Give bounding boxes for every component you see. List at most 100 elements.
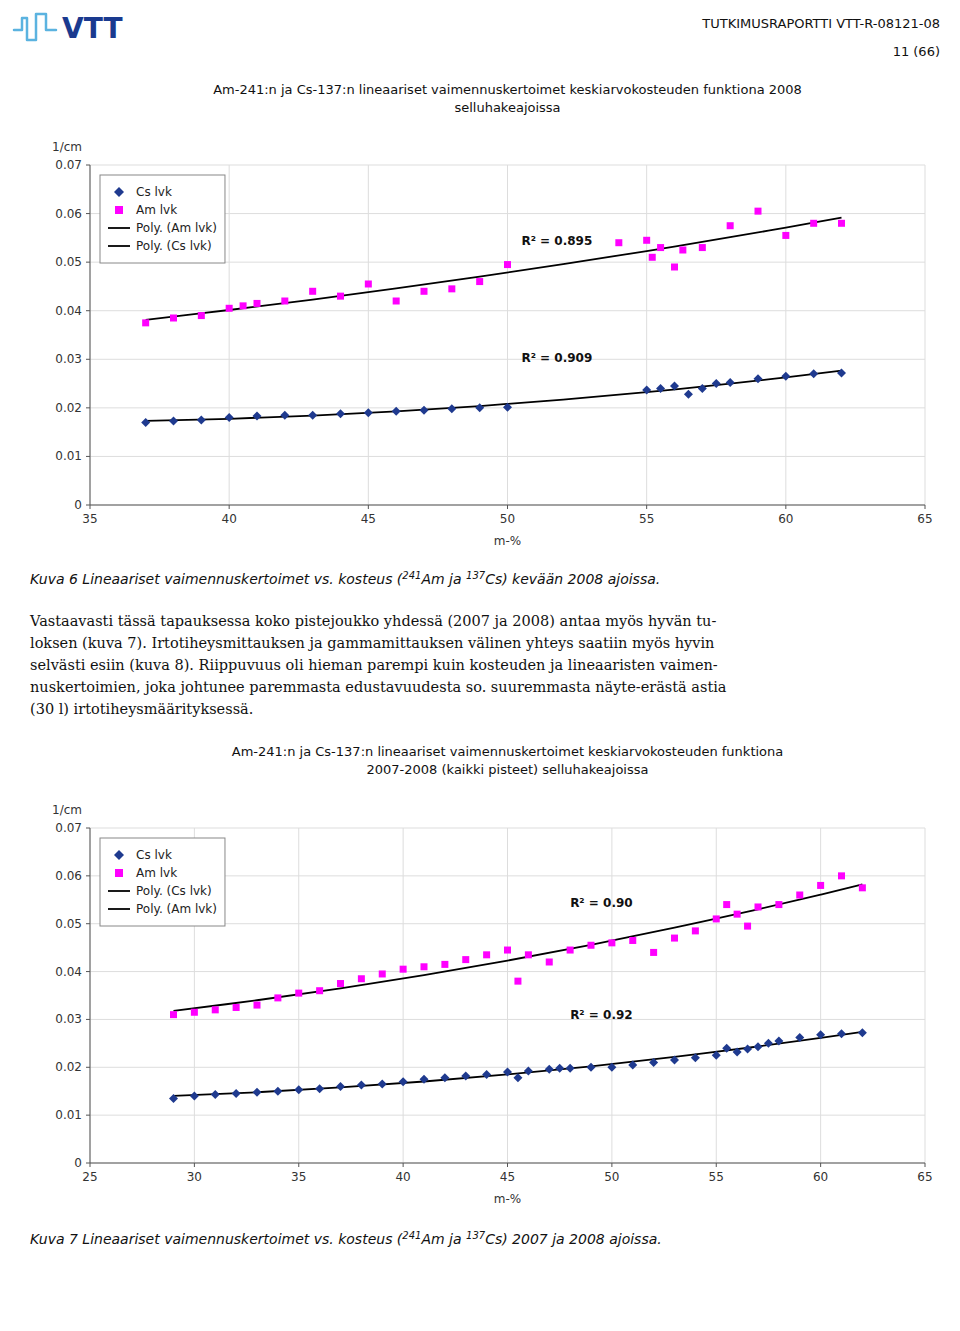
tick-mark xyxy=(90,1163,91,1167)
tick-mark xyxy=(86,1019,90,1020)
point xyxy=(315,1084,324,1093)
point xyxy=(225,413,234,422)
x-tick-label: 50 xyxy=(604,1170,619,1184)
point xyxy=(482,1070,491,1079)
y-axis-label: 1/cm xyxy=(52,803,82,817)
grid-line xyxy=(368,165,369,505)
point xyxy=(253,412,262,421)
legend-symbol xyxy=(108,908,130,910)
tick-mark xyxy=(86,828,90,829)
point xyxy=(744,923,751,930)
point xyxy=(774,1036,783,1045)
fit-line xyxy=(174,1032,863,1096)
grid-line xyxy=(716,828,717,1163)
y-tick-label: 0 xyxy=(74,498,82,512)
point xyxy=(810,220,817,227)
chart-title: Am-241:n ja Cs-137:n lineaariset vaimenn… xyxy=(232,744,784,759)
chart: Am-241:n ja Cs-137:n lineaariset vaimenn… xyxy=(52,82,933,548)
point xyxy=(782,232,789,239)
grid-line xyxy=(785,165,786,505)
point xyxy=(671,935,678,942)
y-tick-label: 0.04 xyxy=(55,965,82,979)
tick-mark xyxy=(86,165,90,166)
point xyxy=(817,882,824,889)
point xyxy=(525,951,532,958)
point xyxy=(379,970,386,977)
point xyxy=(656,384,665,393)
point xyxy=(141,418,150,427)
y-tick-label: 0.02 xyxy=(55,401,82,415)
x-tick-label: 65 xyxy=(917,1170,932,1184)
point xyxy=(170,1011,177,1018)
legend-label: Cs lvk xyxy=(136,848,172,862)
caption-part: Kuva 7 Lineaariset vaimennuskertoimet vs… xyxy=(30,1231,403,1247)
y-tick-label: 0.01 xyxy=(55,449,82,463)
tick-mark xyxy=(86,213,90,214)
point xyxy=(378,1080,387,1089)
x-tick-label: 60 xyxy=(813,1170,828,1184)
point xyxy=(392,407,401,416)
point xyxy=(816,1030,825,1039)
point xyxy=(587,1063,596,1072)
logo: VTT xyxy=(62,12,123,45)
legend-symbol xyxy=(108,227,130,229)
fit-line xyxy=(146,371,842,421)
point xyxy=(197,416,206,425)
x-tick-label: 35 xyxy=(291,1170,306,1184)
annotation: R² = 0.90 xyxy=(570,896,633,910)
grid-line xyxy=(90,971,925,972)
point xyxy=(514,978,521,985)
point xyxy=(692,927,699,934)
point xyxy=(722,1044,731,1053)
legend-label: Am lvk xyxy=(136,203,177,217)
point xyxy=(169,416,178,425)
caption: Kuva 7 Lineaariset vaimennuskertoimet vs… xyxy=(30,1230,662,1248)
point xyxy=(280,411,289,420)
point xyxy=(226,305,233,312)
tick-mark xyxy=(194,1163,195,1167)
y-axis-label: 1/cm xyxy=(52,140,82,154)
point xyxy=(734,911,741,918)
point xyxy=(365,281,372,288)
header-text: TUTKIMUSRAPORTTI VTT-R-08121-08 xyxy=(701,16,940,31)
point xyxy=(513,1073,522,1082)
y-tick-label: 0.04 xyxy=(55,304,82,318)
caption-part: Cs) kevään 2008 ajoissa. xyxy=(485,571,660,587)
y-axis-line xyxy=(90,165,91,505)
tick-mark xyxy=(86,359,90,360)
point xyxy=(546,959,553,966)
point xyxy=(421,288,428,295)
point xyxy=(524,1067,533,1076)
annotation: R² = 0.895 xyxy=(521,234,592,248)
point xyxy=(712,1051,721,1060)
body-text: nuskertoimien, joka johtunee paremmasta … xyxy=(30,679,727,695)
point xyxy=(608,939,615,946)
legend-label: Poly. (Am lvk) xyxy=(136,902,217,916)
y-tick-label: 0.01 xyxy=(55,1108,82,1122)
point xyxy=(809,369,818,378)
point xyxy=(615,239,622,246)
caption: Kuva 6 Lineaariset vaimennuskertoimet vs… xyxy=(30,570,660,588)
point xyxy=(643,237,650,244)
page: VTTTUTKIMUSRAPORTTI VTT-R-08121-0811 (66… xyxy=(0,0,960,1331)
x-tick-label: 25 xyxy=(82,1170,97,1184)
point xyxy=(684,390,693,399)
tick-mark xyxy=(820,1163,821,1167)
point xyxy=(336,409,345,418)
x-tick-label: 55 xyxy=(639,512,654,526)
caption-part: Cs) 2007 ja 2008 ajoissa. xyxy=(485,1231,662,1247)
point xyxy=(447,404,456,413)
fit-line xyxy=(146,218,842,320)
grid-line xyxy=(90,828,925,829)
tick-mark xyxy=(785,505,786,509)
point xyxy=(281,298,288,305)
point xyxy=(754,374,763,383)
point xyxy=(726,378,735,387)
point xyxy=(713,915,720,922)
tick-mark xyxy=(86,1163,90,1164)
point xyxy=(337,980,344,987)
tick-mark xyxy=(86,456,90,457)
point xyxy=(775,901,782,908)
point xyxy=(545,1065,554,1074)
legend-symbol xyxy=(108,245,130,247)
